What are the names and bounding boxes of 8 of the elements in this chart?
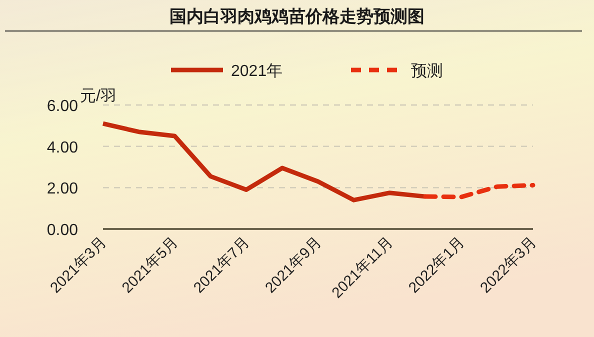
y-axis-title: 元/羽 [80,88,116,105]
legend-label: 2021年 [231,63,283,80]
y-tick-label: 2.00 [46,180,78,198]
y-tick-label: 4.00 [46,139,78,156]
y-tick-label: 6.00 [46,98,78,115]
chart-title: 国内白羽肉鸡鸡苗价格走势预测图 [170,7,424,26]
legend-label: 预测 [411,63,443,80]
y-tick-label: 0.00 [46,222,78,239]
